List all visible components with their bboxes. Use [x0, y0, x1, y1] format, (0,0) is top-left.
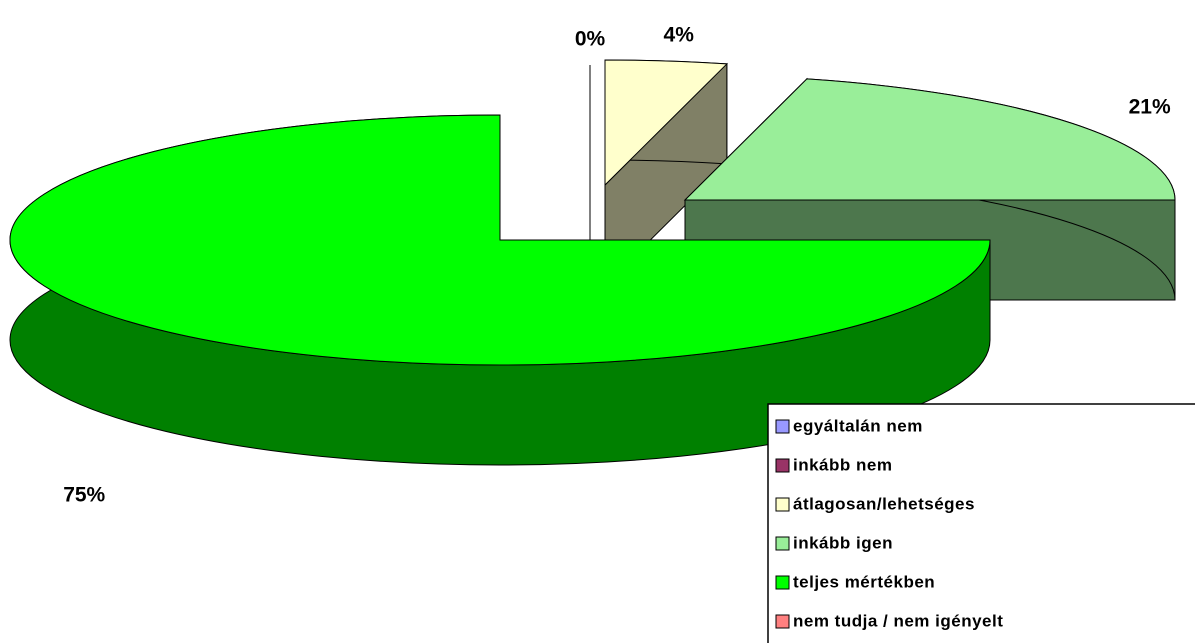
slice-top — [683, 78, 1176, 201]
data-label: 0% — [575, 28, 606, 51]
legend-swatch — [775, 614, 790, 629]
legend-label: egyáltalán nem — [793, 416, 923, 435]
data-label: 4% — [664, 24, 695, 47]
legend-box — [767, 403, 1195, 643]
legend: egyáltalán nem inkább nem átlagosan/lehets… — [767, 403, 1195, 643]
legend-label: nem tudja / nem igényelt — [793, 611, 1003, 630]
legend-label: inkább igen — [793, 533, 893, 552]
legend-swatch — [775, 536, 790, 551]
slice-top — [9, 114, 991, 366]
legend-label: inkább nem — [793, 455, 892, 474]
data-labels: 0% 4% 21% 75% — [63, 24, 1171, 507]
legend-swatch — [775, 497, 790, 512]
legend-swatch — [775, 419, 790, 434]
slice — [9, 114, 991, 466]
legend-swatch — [775, 575, 790, 590]
legend-swatch — [775, 458, 790, 473]
legend-label: átlagosan/lehetséges — [793, 494, 975, 513]
slice — [604, 59, 728, 287]
data-label: 21% — [1129, 96, 1171, 119]
pie — [9, 59, 1176, 466]
legend-label: teljes mértékben — [793, 572, 935, 591]
slice-top — [604, 59, 728, 187]
data-label: 75% — [63, 484, 105, 507]
